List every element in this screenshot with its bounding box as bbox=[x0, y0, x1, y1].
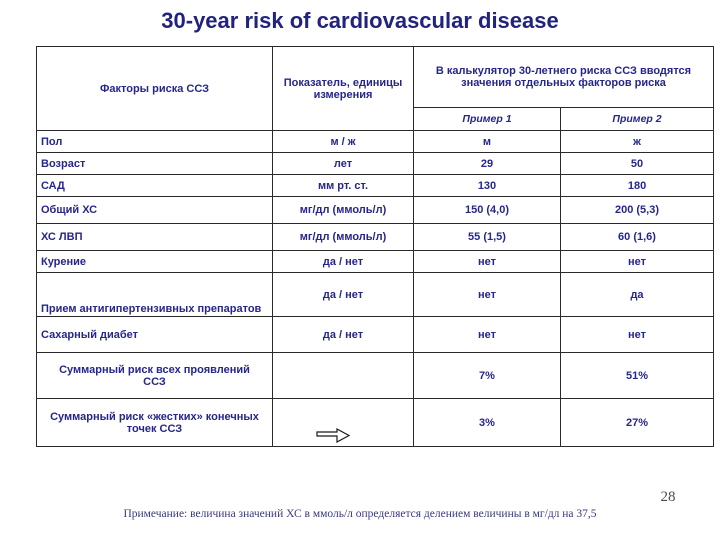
example2-cell: 27% bbox=[559, 398, 715, 447]
factor-cell: Суммарный риск всех проявлений ССЗ bbox=[36, 352, 273, 399]
right-arrow-icon bbox=[316, 427, 351, 444]
example1-cell: 29 bbox=[413, 152, 561, 175]
table-row: САД мм рт. ст. 130 180 bbox=[36, 174, 715, 197]
example1-cell: 150 (4,0) bbox=[413, 196, 561, 224]
unit-cell bbox=[272, 352, 414, 399]
header-calculator-note: В калькулятор 30-летнего риска ССЗ вводя… bbox=[412, 46, 715, 108]
example2-cell: 51% bbox=[559, 352, 715, 399]
factor-cell: ХС ЛВП bbox=[36, 223, 273, 251]
example1-cell: нет bbox=[413, 250, 561, 273]
header-example-2: Пример 2 bbox=[559, 107, 715, 131]
factor-cell: Пол bbox=[36, 130, 273, 153]
risk-factors-table: Факторы риска ССЗ Показатель, единицы из… bbox=[36, 46, 715, 447]
example2-cell: 60 (1,6) bbox=[559, 223, 715, 251]
page-number: 28 bbox=[660, 489, 676, 505]
header-row-top: Факторы риска ССЗ Показатель, единицы из… bbox=[36, 46, 715, 131]
unit-cell: да / нет bbox=[272, 316, 414, 353]
table-row: Пол м / ж м ж bbox=[36, 130, 715, 153]
unit-cell: да / нет bbox=[272, 250, 414, 273]
table-row: Курение да / нет нет нет bbox=[36, 250, 715, 273]
slide-footnote: Примечание: величина значений ХС в ммоль… bbox=[123, 508, 597, 520]
header-indicator-units: Показатель, единицы измерения bbox=[272, 46, 414, 131]
example1-cell: 7% bbox=[413, 352, 561, 399]
example1-cell: 3% bbox=[413, 398, 561, 447]
example1-cell: 130 bbox=[413, 174, 561, 197]
header-row-examples: Пример 1 Пример 2 bbox=[37, 107, 715, 131]
unit-cell: мг/дл (ммоль/л) bbox=[272, 223, 414, 251]
example2-cell: нет bbox=[559, 250, 715, 273]
unit-cell: мм рт. ст. bbox=[272, 174, 414, 197]
factor-cell: Курение bbox=[36, 250, 273, 273]
factor-cell: Возраст bbox=[36, 152, 273, 175]
example2-cell: нет bbox=[559, 316, 715, 353]
example1-cell: нет bbox=[413, 316, 561, 353]
example1-cell: нет bbox=[413, 272, 561, 317]
factor-cell: Сахарный диабет bbox=[36, 316, 273, 353]
slide-title: 30-year risk of cardiovascular disease bbox=[161, 8, 559, 33]
unit-cell: м / ж bbox=[272, 130, 414, 153]
unit-cell: да / нет bbox=[272, 272, 414, 317]
example2-cell: ж bbox=[559, 130, 715, 153]
example2-cell: да bbox=[559, 272, 715, 317]
example2-cell: 180 bbox=[559, 174, 715, 197]
unit-cell: лет bbox=[272, 152, 414, 175]
table-row: Сахарный диабет да / нет нет нет bbox=[36, 316, 715, 353]
table-row: Возраст лет 29 50 bbox=[36, 152, 715, 175]
factor-cell: САД bbox=[36, 174, 273, 197]
table-row: Суммарный риск всех проявлений ССЗ 7% 51… bbox=[36, 352, 715, 399]
table-row: ХС ЛВП мг/дл (ммоль/л) 55 (1,5) 60 (1,6) bbox=[36, 223, 715, 251]
factor-cell: Суммарный риск «жестких» конечных точек … bbox=[36, 398, 273, 447]
table-row: Прием антигипертензивных препаратов да /… bbox=[36, 272, 715, 317]
header-risk-factors: Факторы риска ССЗ bbox=[36, 46, 273, 131]
example2-cell: 200 (5,3) bbox=[559, 196, 715, 224]
table-row: Общий ХС мг/дл (ммоль/л) 150 (4,0) 200 (… bbox=[36, 196, 715, 224]
header-example-1: Пример 1 bbox=[413, 107, 561, 131]
factor-cell: Общий ХС bbox=[36, 196, 273, 224]
example1-cell: 55 (1,5) bbox=[413, 223, 561, 251]
factor-cell: Прием антигипертензивных препаратов bbox=[36, 272, 273, 317]
example2-cell: 50 bbox=[559, 152, 715, 175]
example1-cell: м bbox=[413, 130, 561, 153]
unit-cell: мг/дл (ммоль/л) bbox=[272, 196, 414, 224]
table-row: Суммарный риск «жестких» конечных точек … bbox=[36, 398, 715, 447]
